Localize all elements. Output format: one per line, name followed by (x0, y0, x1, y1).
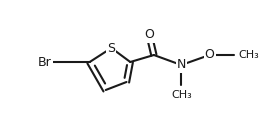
Text: S: S (107, 41, 115, 55)
Text: CH₃: CH₃ (171, 90, 192, 100)
Text: O: O (205, 49, 214, 61)
Text: N: N (177, 59, 186, 71)
Text: O: O (144, 29, 154, 41)
Text: Br: Br (38, 56, 52, 68)
Text: CH₃: CH₃ (238, 50, 259, 60)
